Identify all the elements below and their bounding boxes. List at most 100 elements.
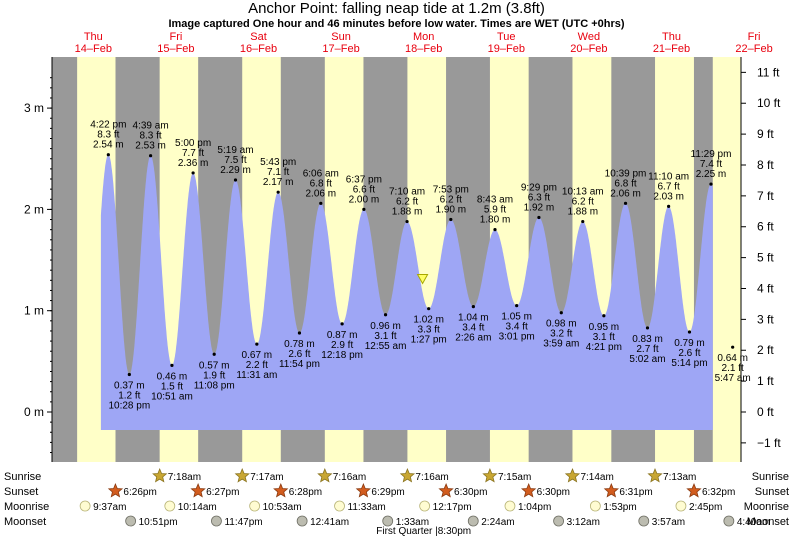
sunrise-time: 7:16am [333,472,366,483]
extreme-dot [449,217,453,222]
sunrise-icon [482,467,498,483]
right-tick-label: 0 ft [757,405,774,419]
left-tick-label: 0 m [24,405,44,419]
right-tick-label: 3 ft [757,312,774,326]
day-header-date: 21–Feb [653,43,690,55]
low-tide-label: 4:21 pm [586,342,622,353]
extreme-dot [493,228,497,232]
sunset-row-label-right: Sunset [755,486,789,498]
sunrise-time: 7:17am [250,472,283,483]
low-tide-label: 2.2 ft [246,360,268,371]
high-tide-label: 8.3 ft [97,130,119,141]
sunset-time: 6:27pm [206,487,239,498]
low-tide-label: 3.4 ft [462,323,484,334]
low-tide-label: 3.3 ft [418,325,440,336]
moonrise-time: 11:33am [348,502,386,513]
moonset-icon [296,515,308,527]
moonset-row-label-right: Moonset [747,516,789,528]
low-tide-label: 12:18 pm [321,350,363,361]
day-header-dow: Thu [662,31,681,43]
moonrise-icon [589,500,601,512]
right-tick-label: 2 ft [757,343,774,357]
moonrise-icon [164,500,176,512]
moonrise-time: 9:37am [93,502,126,513]
moonset-time: 1:33am [396,517,429,528]
extreme-dot [602,314,606,318]
chart-title: Anchor Point: falling neap tide at 1.2m … [248,0,545,17]
high-tide-label: 10:13 am [562,187,604,198]
moonset-icon [211,515,222,527]
moonrise-icon [79,500,91,512]
low-tide-label: 3.4 ft [506,322,528,333]
day-header-date: 22–Feb [735,43,772,55]
high-tide-label: 11:10 am [648,171,689,182]
moonset-icon [553,515,564,527]
high-tide-label: 11:29 pm [691,149,732,160]
extreme-dot [537,215,541,220]
sunrise-time: 7:14am [580,472,613,483]
low-tide-label: 0.96 m [370,321,401,332]
moonset-icon [382,515,394,527]
moonset-time: 3:57am [652,517,685,528]
high-tide-label: 2.25 m [696,169,727,180]
high-tide-label: 7.4 ft [700,159,722,170]
sunrise-icon [564,467,581,483]
high-tide-label: 5.9 ft [484,205,506,216]
high-tide-label: 6.2 ft [396,197,418,208]
day-header-dow: Fri [748,31,761,43]
moonrise-time: 2:45pm [689,502,722,513]
current-level-marker [416,273,429,285]
high-tide-label: 10:39 pm [605,168,647,179]
high-tide-label: 4:39 am [133,121,169,132]
low-tide-label: 5:14 pm [671,358,707,369]
day-header-date: 15–Feb [157,43,194,55]
right-tick-label: 4 ft [757,281,774,295]
high-tide-label: 6.2 ft [440,195,462,206]
extreme-dot [383,313,388,317]
high-tide-label: 7.7 ft [182,148,204,159]
extreme-dot [687,330,692,334]
high-tide-label: 1.92 m [524,203,555,214]
moonset-time: 2:24am [481,517,514,528]
left-tick-label: 2 m [24,202,44,216]
right-tick-label: 11 ft [757,65,780,79]
extreme-dot [731,345,735,349]
high-tide-label: 7:53 pm [433,185,469,196]
extreme-dot [255,342,259,346]
low-tide-label: 1.9 ft [203,370,225,381]
high-tide-label: 8.3 ft [139,131,161,142]
sunset-time: 6:32pm [702,487,735,498]
chart-subtitle: Image captured One hour and 46 minutes b… [168,18,625,30]
moonset-icon [467,515,479,527]
moonset-time: 11:47pm [224,517,262,528]
low-tide-label: 0.87 m [327,330,358,341]
low-tide-label: 5:47 am [715,373,751,384]
sunset-time: 6:26pm [123,487,156,498]
day-header-date: 17–Feb [322,43,359,55]
moonset-icon [125,515,137,527]
sunrise-time: 7:16am [415,472,448,483]
low-tide-label: 3:01 pm [499,332,535,343]
high-tide-label: 6.8 ft [310,178,332,189]
moonrise-row-label-left: Moonrise [4,501,49,513]
low-tide-label: 1.5 ft [161,381,183,392]
left-tick-label: 3 m [24,101,44,115]
sunrise-icon [647,467,663,483]
high-tide-label: 6.3 ft [528,193,550,204]
day-header-date: 19–Feb [488,43,525,55]
low-tide-label: 2:26 am [455,333,491,344]
moonrise-time: 10:14am [178,502,217,513]
high-tide-label: 7.5 ft [224,155,246,166]
right-tick-label: 7 ft [757,189,774,203]
day-header-dow: Tue [497,31,516,43]
moonset-time: 12:41am [310,517,349,528]
sunset-time: 6:30pm [454,487,487,498]
high-tide-label: 2.06 m [610,188,641,199]
low-tide-label: 3.2 ft [550,329,572,340]
sunset-time: 6:29pm [371,487,404,498]
low-tide-label: 3:59 am [543,339,579,350]
extreme-dot [319,201,323,205]
high-tide-label: 4:22 pm [90,120,126,131]
sunrise-icon [234,467,250,483]
day-header-date: 18–Feb [405,43,442,55]
